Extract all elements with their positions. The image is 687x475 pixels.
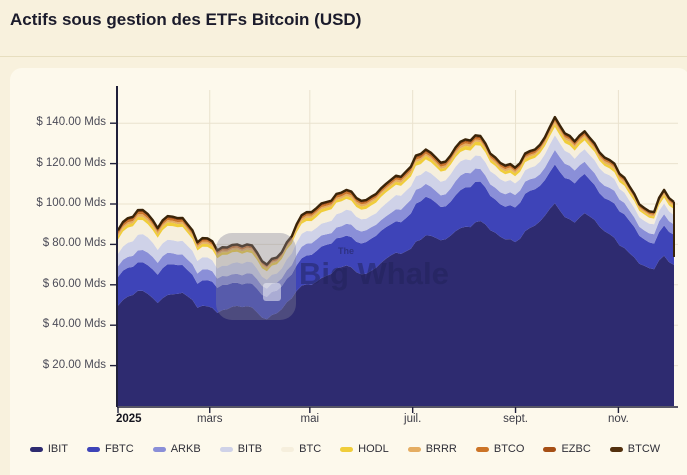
- legend-label: EZBC: [561, 443, 591, 455]
- legend-swatch: [86, 446, 100, 452]
- legend-item-ezbc[interactable]: EZBC: [543, 443, 591, 455]
- area-arkb: [118, 150, 674, 297]
- legend-swatch: [407, 446, 421, 452]
- legend-swatch: [281, 446, 295, 452]
- legend-item-btco[interactable]: BTCO: [475, 443, 525, 455]
- y-axis-label: $ 140.00 Mds: [36, 116, 106, 129]
- legend-item-brrr[interactable]: BRRR: [407, 443, 457, 455]
- y-axis-label: $ 40.00 Mds: [42, 318, 106, 331]
- legend-item-btcw[interactable]: BTCW: [609, 443, 661, 455]
- legend-swatch: [543, 446, 557, 452]
- total-top-line: [116, 115, 675, 266]
- legend-label: BTC: [299, 443, 322, 455]
- x-axis-label: nov.: [607, 413, 629, 425]
- area-fbtc: [118, 164, 674, 320]
- legend-label: IBIT: [47, 443, 68, 455]
- legend-swatch: [340, 446, 354, 452]
- legend-label: BTCW: [627, 443, 661, 455]
- legend-swatch: [475, 446, 489, 452]
- legend-label: BITB: [237, 443, 263, 455]
- chart-legend: IBIT FBTC ARKB BITB BTC HODL BRRR BTCO EZBC BTCW: [10, 443, 680, 455]
- y-axis-label: $ 80.00 Mds: [42, 237, 106, 250]
- legend-label: ARKB: [170, 443, 201, 455]
- x-axis-label: 2025: [116, 413, 142, 425]
- legend-label: BTCO: [493, 443, 525, 455]
- divider: [0, 56, 687, 57]
- area-ibit: [118, 203, 674, 406]
- area-bitb: [118, 135, 674, 289]
- x-axis-label: juil.: [404, 413, 422, 425]
- legend-item-fbtc[interactable]: FBTC: [86, 443, 134, 455]
- legend-swatch: [152, 446, 166, 452]
- legend-item-bitb[interactable]: BITB: [219, 443, 263, 455]
- y-axis-label: $ 60.00 Mds: [42, 277, 106, 290]
- legend-label: FBTC: [104, 443, 134, 455]
- y-axis-label: $ 120.00 Mds: [36, 156, 106, 169]
- x-axis-label: mai: [300, 413, 320, 425]
- legend-swatch: [29, 446, 43, 452]
- legend-label: BRRR: [425, 443, 457, 455]
- y-axis-label: $ 100.00 Mds: [36, 197, 106, 209]
- legend-swatch: [219, 446, 233, 452]
- legend-item-hodl[interactable]: HODL: [340, 443, 389, 455]
- legend-item-arkb[interactable]: ARKB: [152, 443, 201, 455]
- legend-swatch: [609, 446, 623, 452]
- x-axis-label: mars: [196, 413, 223, 425]
- area-btc: [118, 127, 674, 280]
- chart-title: Actifs sous gestion des ETFs Bitcoin (US…: [10, 10, 362, 29]
- legend-label: HODL: [358, 443, 389, 455]
- legend-item-btc[interactable]: BTC: [281, 443, 321, 455]
- x-axis-label: sept.: [503, 413, 528, 425]
- y-axis-label: $ 20.00 Mds: [42, 358, 106, 371]
- legend-item-ibit[interactable]: IBIT: [29, 443, 68, 455]
